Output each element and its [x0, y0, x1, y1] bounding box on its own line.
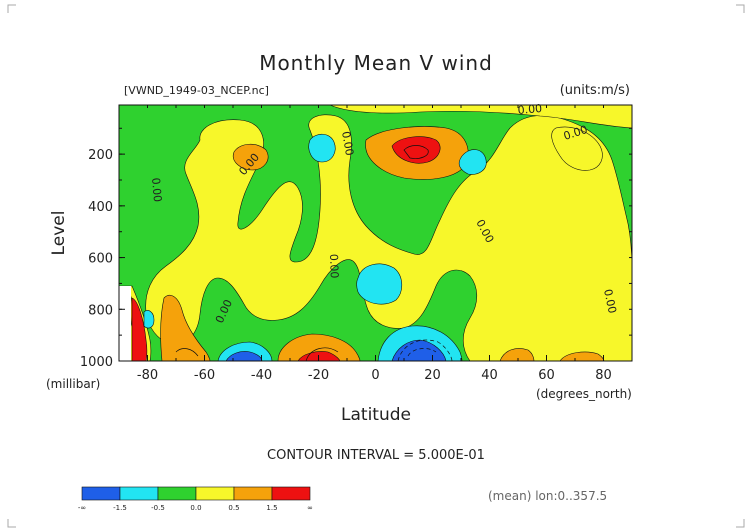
chart-title: Monthly Mean V wind: [259, 51, 493, 75]
region-orange-bottom: [277, 333, 361, 361]
y-tick-label: 1000: [80, 355, 113, 370]
colorbar-label: ∞: [307, 504, 313, 512]
colorbar-swatch: [81, 486, 121, 501]
orange-regions: [119, 126, 605, 361]
region-right-positive: [551, 126, 603, 171]
footer-note: (mean) lon:0..357.5: [488, 489, 607, 503]
x-tick-label: 60: [538, 368, 555, 383]
x-tick-label: 0: [371, 368, 379, 383]
colorbar-swatch: [233, 486, 273, 501]
region-orange-right: [499, 348, 535, 361]
colorbar-label: -0.5: [151, 504, 165, 512]
region-cyan-small: [143, 310, 155, 329]
crop-marks: [7, 4, 745, 528]
plot-area: [119, 105, 632, 361]
colorbar-label: -1.5: [113, 504, 127, 512]
colorbar-swatch: [157, 486, 197, 501]
colorbar-swatch: [119, 486, 159, 501]
colorbar-swatch: [195, 486, 235, 501]
y-axis-title: Level: [49, 211, 69, 256]
missing-data-region: [119, 286, 131, 361]
colorbar-label: 0.0: [190, 504, 201, 512]
x-tick-label: -60: [194, 368, 215, 383]
region-cyan-right: [458, 149, 487, 175]
region-cyan-top: [308, 133, 336, 163]
colorbar-label: -∞: [78, 504, 86, 512]
region-main-positive: [145, 114, 632, 361]
colorbar: -∞ -1.5 -0.5 0.0 0.5 1.5 ∞: [78, 486, 313, 512]
y-axis: 200 400 600 800 1000: [80, 127, 632, 370]
units-label: (units:m/s): [560, 83, 630, 98]
file-label: [VWND_1949-03_NCEP.nc]: [124, 84, 269, 97]
x-tick-label: 80: [595, 368, 612, 383]
contour-label: 0.00: [327, 254, 341, 279]
colorbar-swatch: [271, 486, 311, 501]
x-tick-label: 40: [481, 368, 498, 383]
x-tick-label: 20: [424, 368, 441, 383]
region-cyan-mid: [356, 263, 403, 305]
x-axis: -80 -60 -40 -20 0 20 40 60 80: [118, 105, 633, 383]
contour-interval-label: CONTOUR INTERVAL = 5.000E-01: [267, 448, 485, 463]
contour-lines: [175, 145, 453, 361]
red-regions: [131, 136, 441, 361]
y-tick-label: 800: [88, 303, 113, 318]
x-tick-label: -40: [251, 368, 272, 383]
region-orange-sub: [232, 143, 269, 171]
y-tick-label: 600: [88, 252, 113, 267]
region-top-strip: [329, 105, 632, 129]
y-tick-label: 200: [88, 148, 113, 163]
x-axis-units: (degrees_north): [536, 387, 632, 401]
colorbar-label: 1.5: [266, 504, 277, 512]
contour-label: 0.00: [339, 130, 356, 156]
x-tick-label: -20: [308, 368, 329, 383]
y-axis-units: (millibar): [46, 377, 100, 391]
contour-label: 0.00: [517, 102, 543, 117]
colorbar-label: 0.5: [228, 504, 239, 512]
y-tick-label: 400: [88, 200, 113, 215]
contour-label: 0.00: [149, 177, 164, 203]
region-red-max: [391, 136, 441, 164]
contour-label: 0.00: [601, 288, 619, 315]
region-orange-left: [160, 295, 211, 361]
x-tick-label: -80: [137, 368, 158, 383]
x-axis-title: Latitude: [341, 405, 411, 425]
